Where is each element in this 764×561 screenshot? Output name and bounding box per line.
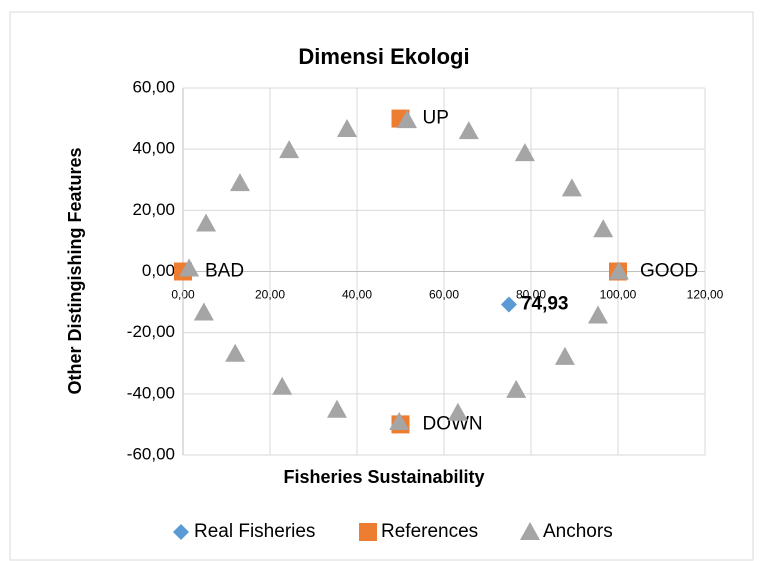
y-tick-label: 0,00	[142, 261, 175, 280]
point	[587, 305, 608, 324]
point	[272, 376, 293, 395]
point	[608, 261, 629, 280]
data-label: 74,93	[521, 294, 569, 315]
point	[506, 379, 527, 398]
y-tick-label: 20,00	[132, 200, 175, 219]
chart-title: Dimensi Ekologi	[298, 44, 469, 69]
y-tick-label: 40,00	[132, 139, 175, 158]
y-tick-label: -20,00	[127, 322, 175, 341]
point	[447, 402, 468, 421]
legend-marker	[173, 524, 189, 540]
point	[279, 140, 300, 159]
point	[225, 343, 246, 362]
point-label: GOOD	[640, 261, 698, 282]
point	[229, 173, 250, 192]
x-axis-title: Fisheries Sustainability	[283, 467, 484, 487]
legend-marker	[359, 523, 377, 541]
point	[554, 346, 575, 365]
point	[561, 178, 582, 197]
chart-border	[9, 11, 754, 561]
point	[389, 411, 410, 430]
point	[593, 219, 614, 238]
x-tick-label: 60,00	[429, 288, 459, 302]
point	[326, 399, 347, 418]
point	[397, 110, 418, 129]
legend-label: Anchors	[543, 521, 613, 542]
point	[500, 296, 517, 313]
point	[458, 121, 479, 140]
point-label: UP	[423, 108, 449, 129]
x-tick-label: 120,00	[687, 288, 724, 302]
legend-label: References	[381, 521, 478, 542]
point-label: BAD	[205, 261, 244, 282]
point	[179, 258, 200, 277]
legend-marker	[520, 522, 540, 540]
point	[336, 118, 357, 137]
point	[196, 213, 217, 232]
point	[193, 302, 214, 321]
x-tick-label: 100,00	[600, 288, 637, 302]
y-axis-title: Other Distingishing Features	[65, 147, 85, 394]
x-tick-label: 20,00	[255, 288, 285, 302]
x-tick-label: 80,00	[516, 288, 546, 302]
legend-label: Real Fisheries	[194, 521, 315, 542]
point	[514, 143, 535, 162]
y-tick-label: 60,00	[132, 77, 175, 96]
x-tick-label: 40,00	[342, 288, 372, 302]
point-label: DOWN	[423, 413, 483, 434]
y-tick-label: -60,00	[127, 444, 175, 463]
y-tick-label: -40,00	[127, 383, 175, 402]
